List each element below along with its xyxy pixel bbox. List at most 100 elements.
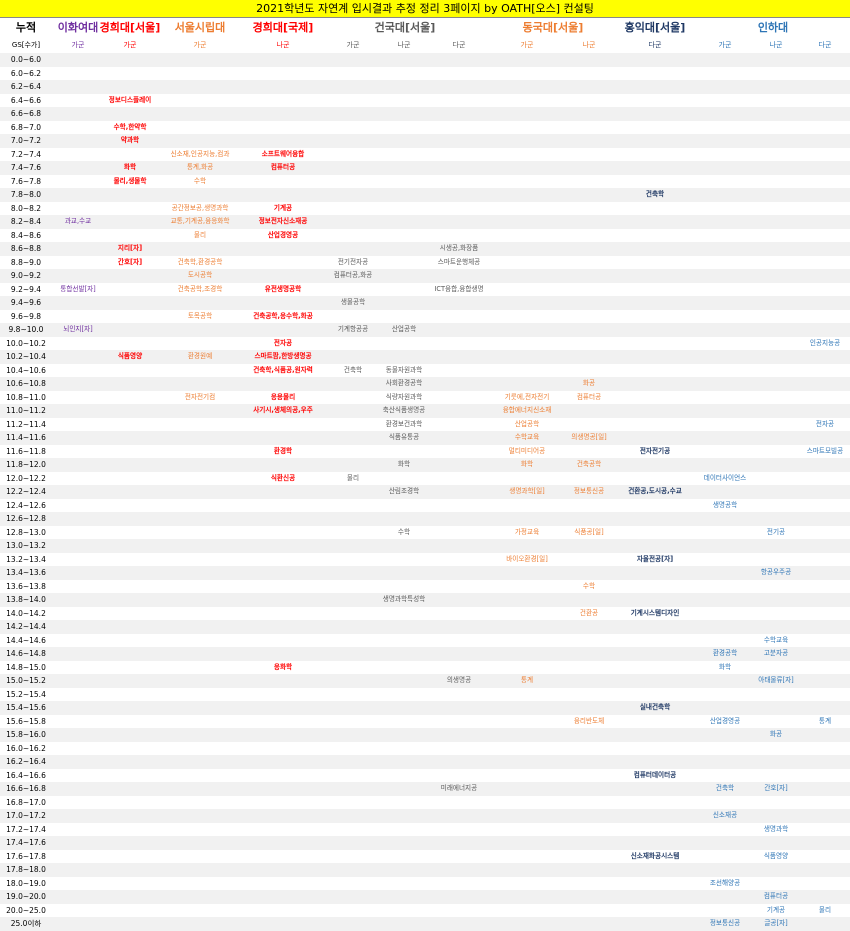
university-header: 이화여대 [57, 21, 99, 34]
major-cell: 전기전자공 [337, 257, 369, 266]
gs-range-cell: 9.2~9.4 [10, 284, 42, 294]
table-row: 9.6~9.8 토목공학 건축공학,응수학,화공 [0, 310, 850, 324]
gs-range-cell: 16.0~16.2 [6, 743, 46, 753]
table-row: 9.0~9.2 도시공학 컴퓨터공,화공 [0, 269, 850, 283]
major-cell: 건축학,식품공,원자력 [253, 365, 313, 374]
table-row: 18.0~19.0 조선해양공 [0, 877, 850, 891]
gs-range-cell: 15.4~15.6 [6, 703, 46, 712]
major-cell: 컴퓨터공 [270, 163, 296, 171]
gs-range-cell: 11.6~11.8 [6, 446, 46, 456]
gs-range-cell: 17.6~17.8 [6, 851, 46, 861]
university-header: 서울시립대 [174, 21, 226, 34]
gs-range-cell: 14.6~14.8 [6, 649, 46, 658]
major-cell: 건축학 [715, 784, 735, 792]
major-cell: 통합선발[자] [60, 284, 96, 293]
major-cell: 신소재공 [712, 811, 738, 819]
gs-range-cell: 7.0~7.2 [10, 136, 42, 145]
table-row: 14.0~14.2 건환공 기계시스템디자인 [0, 607, 850, 621]
gs-range-cell: 13.0~13.2 [6, 541, 46, 550]
gs-range-cell: 17.2~17.4 [6, 824, 46, 834]
major-cell: 축산식품생명공 [382, 406, 426, 414]
table-row: 13.0~13.2 [0, 539, 850, 553]
table-row: 13.8~14.0 생명과학특성학 [0, 593, 850, 607]
table-row: 20.0~25.0 기계공 물리 [0, 904, 850, 918]
major-cell: 통계 [818, 716, 832, 725]
major-cell: 건축공학,응수학,화공 [253, 311, 313, 320]
major-cell: 건축공학 [576, 460, 602, 468]
major-cell: 스마트팜,한방생명공 [254, 352, 312, 360]
table-row: 12.2~12.4 산림조경학 생명과학[일] 정보통신공 건환공,도시공,수교 [0, 485, 850, 499]
table-row: 8.6~8.8 지리[자] 시생공,화장품 [0, 242, 850, 256]
major-cell: 지리[자] [117, 244, 143, 252]
major-cell: 전자공 [273, 338, 293, 347]
major-cell: 응용물리 [270, 392, 296, 401]
group-subheader: 나군 [276, 41, 290, 49]
table-row: 6.6~6.8 [0, 107, 850, 121]
major-cell: 융합에너지신소재 [502, 406, 552, 414]
table-row: 6.8~7.0 수학,한약학 [0, 121, 850, 135]
gs-range-cell: 8.8~9.0 [10, 257, 42, 267]
table-row: 8.2~8.4 과교,수교 교통,기계공,융응화학 정보전자신소재공 [0, 215, 850, 229]
table-row: 7.8~8.0 건축학 [0, 188, 850, 202]
group-subheader: 가군 [346, 41, 360, 49]
major-cell: 산림조경학 [388, 487, 420, 495]
major-cell: 통계,화공 [186, 163, 214, 171]
major-cell: 식품영양 [117, 352, 143, 360]
table-row: 6.2~6.4 [0, 80, 850, 94]
group-subheader: 나군 [769, 41, 783, 49]
gs-range-cell: 12.4~12.6 [6, 500, 46, 510]
major-cell: 의생명공[일] [571, 433, 607, 441]
table-row: 15.0~15.2 의생명공 통계 아태물류[자] [0, 674, 850, 688]
table-row: 16.4~16.6 컴퓨터데이터공 [0, 769, 850, 783]
corner-cumulative-label: 누적 [15, 21, 37, 34]
major-cell: 전자공 [815, 419, 835, 428]
gs-range-cell: 8.2~8.4 [10, 217, 42, 226]
table-row: 11.8~12.0 화학 화학 건축공학 [0, 458, 850, 472]
table-row: 7.0~7.2 약과학 [0, 134, 850, 148]
table-row: 12.4~12.6 생명공학 [0, 499, 850, 513]
table-row: 7.2~7.4 신소재,인공지능,컴과 소프트웨어융합 [0, 148, 850, 162]
table-row: 7.6~7.8 물리,생물학 수학 [0, 175, 850, 189]
major-cell: 멀티미디어공 [508, 446, 546, 455]
major-cell: 식품영양 [763, 851, 789, 860]
major-cell: 항공우주공 [760, 568, 792, 576]
gs-range-cell: 11.2~11.4 [6, 419, 46, 429]
university-header: 건국대[서울] [374, 21, 436, 34]
gs-range-cell: 15.0~15.2 [6, 676, 46, 685]
gs-range-cell: 17.8~18.0 [6, 865, 46, 874]
table-row: 17.2~17.4 생명과학 [0, 823, 850, 837]
major-cell: 생명공학 [712, 500, 738, 509]
table-row: 10.0~10.2 전자공 인공지능공 [0, 337, 850, 351]
major-cell: 융리반도체 [573, 716, 605, 725]
major-cell: 화공 [582, 379, 596, 387]
major-cell: 의생명공 [446, 676, 472, 684]
major-cell: 뇌인지[자] [63, 325, 93, 333]
major-cell: 건축학 [645, 190, 665, 198]
major-cell: 고분자공 [763, 649, 789, 657]
major-cell: 수학,한약학 [113, 122, 147, 131]
major-cell: 약과학 [120, 136, 140, 144]
table-row: 11.4~11.6 식품유통공 수학교육 의생명공[일] [0, 431, 850, 445]
gs-range-cell: 8.0~8.2 [10, 203, 42, 213]
major-cell: 물리 [346, 473, 360, 482]
major-cell: 화학 [718, 662, 732, 671]
table-row: 14.8~15.0 응화학 화학 [0, 661, 850, 675]
major-cell: 토목공학 [187, 311, 213, 320]
gs-range-cell: 9.6~9.8 [10, 311, 42, 321]
table-row: 9.2~9.4 통합선발[자] 건축공학,조경학 유전생명공학 ICT융합,융합생명 [0, 283, 850, 297]
major-cell: 기룻에,전자전기 [504, 392, 550, 401]
gs-range-cell: 7.6~7.8 [10, 176, 42, 186]
major-cell: 화학 [123, 163, 137, 171]
gs-range-cell: 6.0~6.2 [10, 68, 42, 78]
major-cell: 정보디스플레이 [108, 95, 152, 104]
group-subheader: 다군 [648, 41, 662, 49]
major-cell: 데이터사이언스 [703, 473, 747, 482]
group-subheader: 나군 [397, 41, 411, 49]
table-row: 13.2~13.4 바이오환경[일] 자율전공[자] [0, 553, 850, 567]
table-row: 15.4~15.6 실내건축학 [0, 701, 850, 715]
table-row: 12.0~12.2 식환신공 물리 데이터사이언스 [0, 472, 850, 486]
gs-range-cell: 6.8~7.0 [10, 122, 42, 132]
table-row: 19.0~20.0 컴퓨터공 [0, 890, 850, 904]
gs-range-cell: 10.8~11.0 [6, 392, 46, 402]
major-cell: 산업공학 [514, 419, 540, 428]
